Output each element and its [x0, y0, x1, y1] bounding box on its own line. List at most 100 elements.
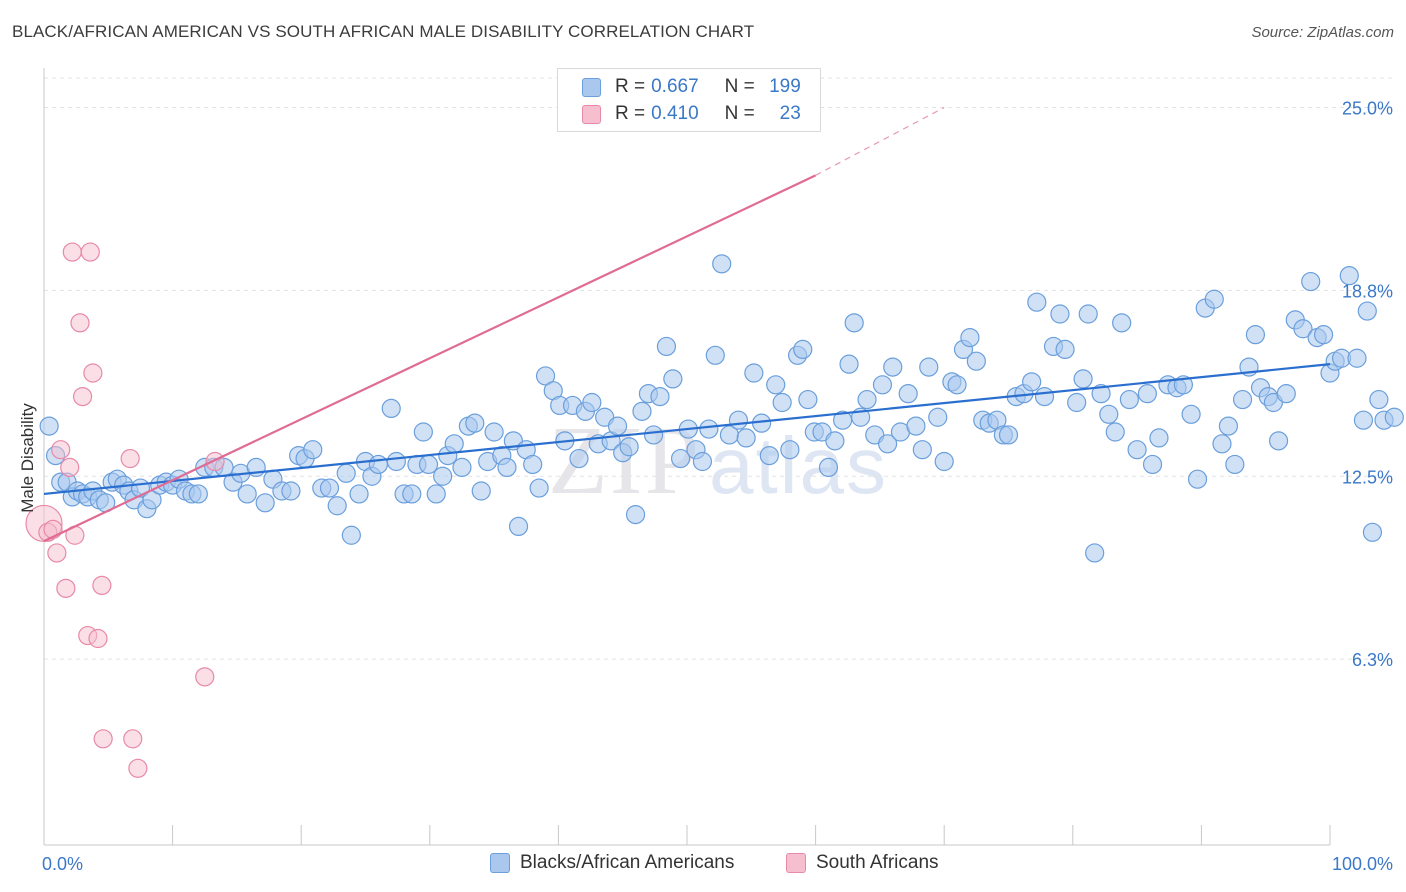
axes — [43, 68, 1331, 846]
data-point-blacks — [798, 389, 818, 410]
data-point-blacks — [1384, 407, 1404, 427]
data-point-blacks — [1276, 384, 1296, 404]
data-point-blacks — [452, 457, 472, 477]
data-point-blacks — [998, 425, 1019, 445]
data-point-blacks — [643, 425, 664, 445]
data-point-blacks — [402, 484, 422, 504]
data-point-blacks — [1212, 434, 1232, 454]
data-point-blacks — [381, 398, 401, 418]
data-point-blacks — [883, 357, 903, 377]
data-point-blacks — [569, 448, 589, 469]
x-tick-label-min: 0.0% — [42, 854, 83, 874]
data-point-blacks — [818, 457, 839, 477]
data-point-blacks — [1218, 416, 1239, 436]
data-point-blacks — [484, 422, 504, 442]
data-point-south-africans — [43, 519, 63, 539]
data-point-south-africans — [47, 543, 67, 563]
chart-title: BLACK/AFRICAN AMERICAN VS SOUTH AFRICAN … — [12, 22, 755, 41]
data-point-blacks — [1204, 289, 1224, 309]
data-point-blacks — [607, 416, 628, 436]
bottom-legend-blacks: Blacks/African Americans — [490, 852, 734, 874]
data-point-south-africans — [123, 729, 143, 749]
trend-line-extension-south-africans — [815, 106, 945, 176]
trend-line-south-africans — [43, 174, 817, 543]
data-point-blacks — [188, 484, 208, 504]
y-tick-label: 25.0% — [1342, 99, 1393, 119]
data-point-blacks — [825, 431, 845, 451]
data-point-south-africans — [62, 242, 82, 262]
data-point-blacks — [619, 437, 639, 457]
y-tick-label: 12.5% — [1342, 467, 1393, 487]
data-point-south-africans — [195, 667, 215, 687]
data-point-blacks — [1293, 319, 1313, 339]
data-point-blacks — [1232, 389, 1253, 410]
data-point-blacks — [699, 419, 719, 439]
data-point-blacks — [712, 254, 732, 274]
data-point-blacks — [1078, 304, 1098, 324]
data-point-blacks — [650, 387, 670, 407]
data-point-blacks — [39, 416, 59, 436]
data-point-blacks — [919, 357, 939, 377]
data-point-blacks — [1268, 431, 1289, 451]
correlation-legend: R = 0.667 N = 199 R = 0.410 N = 23 — [557, 68, 821, 132]
data-point-blacks — [237, 484, 257, 504]
data-point-blacks — [508, 516, 529, 537]
data-point-blacks — [1034, 387, 1055, 407]
data-point-blacks — [966, 351, 986, 371]
data-point-blacks — [656, 336, 677, 357]
data-point-blacks — [386, 451, 406, 472]
x-tick-label-max: 100.0% — [1332, 854, 1393, 874]
data-point-south-africans — [56, 578, 76, 598]
data-point-blacks — [912, 440, 932, 460]
bottom-legend-label-south-africans: South Africans — [816, 852, 939, 873]
data-point-blacks — [1369, 389, 1389, 410]
data-point-blacks — [1301, 271, 1321, 292]
data-point-blacks — [465, 413, 485, 433]
data-point-blacks — [872, 375, 893, 395]
data-point-south-africans — [88, 628, 108, 649]
data-point-blacks — [1091, 384, 1111, 404]
data-point-blacks — [1225, 454, 1245, 475]
data-point-blacks — [1339, 266, 1359, 286]
data-point-blacks — [1067, 392, 1087, 413]
data-point-blacks — [1119, 389, 1139, 410]
data-point-blacks — [1353, 410, 1374, 430]
data-point-blacks — [960, 328, 980, 348]
legend-row-south-africans: R = 0.410 N = 23 — [582, 102, 801, 126]
data-point-blacks — [255, 493, 275, 513]
data-point-south-africans — [80, 242, 100, 262]
data-point-south-africans — [70, 313, 90, 333]
data-point-blacks — [1099, 404, 1119, 424]
data-point-blacks — [1313, 325, 1334, 345]
data-point-blacks — [1112, 313, 1132, 333]
legend-row-blacks: R = 0.667 N = 199 — [582, 75, 801, 99]
data-point-blacks — [529, 478, 549, 498]
data-point-blacks — [1181, 404, 1201, 424]
data-point-south-africans — [128, 758, 148, 778]
data-point-blacks — [1105, 422, 1125, 442]
series-blacks-points — [39, 254, 1404, 563]
data-point-blacks — [1357, 301, 1377, 321]
data-point-blacks — [1085, 543, 1105, 563]
data-point-blacks — [705, 345, 725, 365]
data-point-blacks — [670, 448, 691, 469]
data-point-blacks — [947, 375, 967, 395]
y-axis-label: Male Disability — [18, 403, 37, 513]
legend-r-value: 0.410 — [651, 103, 699, 124]
data-point-blacks — [736, 428, 756, 448]
data-point-blacks — [744, 363, 764, 383]
data-point-blacks — [1055, 339, 1075, 359]
grid-lines — [44, 77, 1392, 660]
data-point-south-africans — [83, 363, 103, 383]
legend-r-label: R = — [615, 103, 646, 124]
data-point-south-africans — [205, 451, 225, 472]
y-tick-label: 18.8% — [1342, 281, 1393, 301]
data-point-south-africans — [120, 448, 140, 469]
data-point-south-africans — [51, 440, 71, 460]
data-point-south-africans — [60, 457, 80, 477]
data-point-blacks — [1142, 454, 1163, 475]
bottom-legend-label-blacks: Blacks/African Americans — [520, 852, 735, 873]
tick-labels: 6.3% 12.5% 18.8% 25.0% 0.0% 100.0% Male Disabi… — [18, 99, 1393, 875]
data-point-blacks — [878, 434, 898, 454]
